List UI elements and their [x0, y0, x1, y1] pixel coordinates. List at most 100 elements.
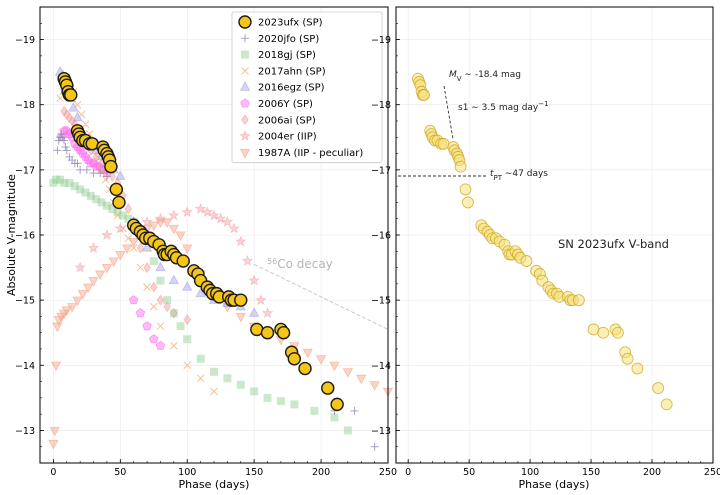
data-point-2006ai-sp: [170, 307, 178, 319]
right-x-tick-label: 200: [643, 467, 661, 478]
data-point-2018gj-sp: [124, 214, 133, 223]
data-point-1987a-iip-peculiar: [235, 312, 246, 323]
data-point-2020jfo-sp: [102, 172, 111, 181]
data-point-2018gj-sp: [49, 178, 58, 187]
legend-entry-1987a-iip-peculiar: 1987A (IIP - peculiar): [239, 148, 363, 159]
data-point-1987a-iip-peculiar: [83, 283, 94, 294]
data-point-sn-2023ufx-v-band: [459, 183, 472, 196]
right-x-tick-label: 150: [582, 467, 600, 478]
data-point-2017ahn-sp: [77, 110, 86, 119]
data-point-sn-2023ufx-v-band: [612, 326, 624, 339]
data-point-2017ahn-sp: [119, 224, 127, 233]
data-point-1987a-iip-peculiar: [329, 361, 340, 372]
left-panel: 0 50 100 150 200 250 −19 −18 −17 −16 −15 −14 −13 Pha…: [5, 6, 397, 491]
data-point-2006y-sp: [80, 151, 91, 161]
data-point-2023ufx-sp: [287, 352, 302, 366]
data-point-2006y-sp: [142, 321, 152, 331]
data-point-2018gj-sp: [56, 175, 65, 184]
data-point-2006ai-sp: [63, 108, 71, 121]
left-x-tick-label: 0: [50, 467, 56, 478]
data-point-2023ufx-sp: [109, 182, 123, 197]
cobalt-decay-line: [253, 263, 389, 330]
data-point-2020jfo-sp: [350, 406, 359, 415]
data-point-2018gj-sp: [236, 380, 245, 389]
s1-annotation: s1 ∼ 3.5 mag day−1: [458, 100, 549, 113]
cobalt-decay-label: 56Co decay: [267, 257, 333, 272]
data-point-2018gj-sp: [92, 195, 101, 204]
data-point-2004er-iip: [201, 206, 214, 218]
data-point-2017ahn-sp: [210, 387, 218, 396]
data-point-2006y-sp: [128, 295, 139, 305]
data-point-2016egz-sp: [248, 307, 260, 317]
data-point-2018gj-sp: [97, 198, 106, 207]
data-point-2023ufx-sp: [112, 195, 126, 210]
data-point-2016egz-sp: [115, 170, 126, 180]
data-point-2016egz-sp: [141, 242, 153, 252]
data-point-2020jfo-sp: [58, 133, 67, 142]
data-point-2004er-iip: [241, 254, 254, 267]
right-x-tick-label: 0: [405, 467, 411, 478]
data-point-1987a-iip-peculiar: [148, 221, 159, 232]
legend-marker: [240, 98, 250, 108]
data-point-2006y-sp: [94, 161, 104, 171]
right-ticks: 0 50 100 150 200 250 −19 −18 −17 −16 −15 −14 −13: [371, 6, 720, 478]
legend-label: 2016egz (SP): [258, 83, 325, 94]
legend-label: 1987A (IIP - peculiar): [258, 148, 363, 159]
left-x-tick-label: 150: [245, 467, 263, 478]
data-point-1987a-iip-peculiar: [121, 244, 133, 255]
data-point-2006ai-sp: [65, 112, 74, 124]
left-y-tick-label: −14: [15, 361, 35, 372]
data-point-2023ufx-sp: [276, 326, 291, 340]
data-point-2006ai-sp: [68, 115, 76, 127]
data-point-1987a-iip-peculiar: [342, 368, 354, 378]
data-point-2018gj-sp: [149, 257, 158, 266]
data-point-1987a-iip-peculiar: [302, 348, 313, 359]
data-point-2004er-iip: [234, 235, 247, 247]
data-point-2017ahn-sp: [97, 166, 106, 174]
legend-label: 2020jfo (SP): [258, 34, 319, 45]
data-point-2020jfo-sp: [60, 136, 69, 145]
legend-label: 2017ahn (SP): [258, 66, 326, 77]
data-point-2017ahn-sp: [196, 374, 205, 383]
legend-label: 2004er (IIP): [258, 132, 317, 143]
data-point-2018gj-sp: [60, 178, 69, 187]
data-point-2018gj-sp: [290, 400, 299, 409]
left-y-tick-label: −13: [15, 426, 35, 437]
data-point-sn-2023ufx-v-band: [587, 323, 600, 336]
right-y-tick-label: −18: [371, 100, 391, 111]
data-point-2016egz-sp: [168, 274, 180, 285]
data-point-1987a-iip-peculiar: [61, 306, 72, 316]
data-point-2018gj-sp: [86, 191, 95, 200]
data-point-2023ufx-sp: [176, 254, 190, 268]
left-y-tick-label: −15: [15, 296, 35, 307]
data-point-1987a-iip-peculiar: [88, 277, 99, 287]
series-sn-2023ufx-v-band: [412, 72, 673, 411]
data-point-2016egz-sp: [195, 287, 206, 298]
data-point-2004er-iip: [74, 261, 86, 273]
left-x-axis-label: Phase (days): [179, 478, 250, 491]
data-point-2017ahn-sp: [113, 211, 122, 220]
left-y-tick-label: −16: [15, 231, 35, 242]
data-point-2020jfo-sp: [82, 165, 91, 174]
data-point-2004er-iip: [214, 212, 227, 224]
legend-marker: [238, 15, 252, 29]
data-point-2023ufx-sp: [260, 326, 275, 340]
left-data: [48, 66, 394, 451]
legend-marker: [241, 67, 249, 75]
left-x-tick-label: 50: [114, 467, 126, 478]
data-point-sn-2023ufx-v-band: [660, 398, 673, 411]
data-point-2004er-iip: [208, 209, 220, 221]
data-point-sn-2023ufx-v-band: [462, 196, 474, 209]
right-y-tick-label: −17: [371, 165, 391, 176]
data-point-2018gj-sp: [156, 276, 165, 285]
right-annotations: MV ∼ -18.4 mag s1 ∼ 3.5 mag day−1 tPT ∼4…: [398, 70, 549, 182]
data-point-2018gj-sp: [102, 201, 111, 210]
legend-marker: [241, 50, 249, 59]
legend-entry-2023ufx-sp: 2023ufx (SP): [238, 15, 323, 29]
data-point-sn-2023ufx-v-band: [631, 362, 644, 375]
data-point-sn-2023ufx-v-band: [621, 352, 634, 365]
right-y-tick-label: −16: [371, 231, 391, 242]
data-point-2018gj-sp: [310, 406, 319, 415]
legend-entry-2004er-iip: 2004er (IIP): [239, 129, 317, 143]
left-x-tick-label: 100: [178, 467, 196, 478]
